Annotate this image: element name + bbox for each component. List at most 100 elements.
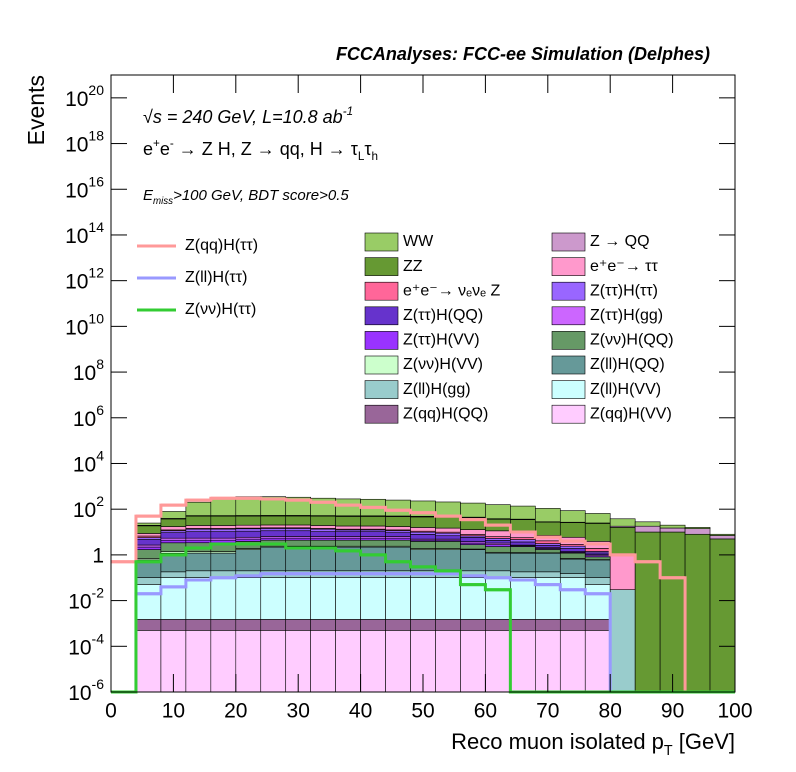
histogram-bin [310, 619, 336, 631]
histogram-bin [185, 539, 212, 544]
y-tick-label: 104 [73, 447, 104, 476]
histogram-bin [310, 630, 336, 693]
histogram-bin [360, 537, 386, 541]
histogram-bin [584, 559, 611, 578]
histogram-bin [260, 619, 287, 631]
histogram-bin [559, 573, 586, 578]
histogram-bin [485, 546, 511, 553]
y-tick-label: 102 [73, 493, 104, 522]
annotation-part: e [143, 139, 153, 159]
histogram-bin [460, 537, 486, 542]
annotation-part: E [143, 187, 154, 204]
legend-label: Z(ττ)H(gg) [590, 307, 663, 324]
y-tick-base: 10 [65, 225, 88, 248]
histogram-bin [185, 528, 212, 532]
x-tick-label: 60 [474, 700, 497, 723]
histogram-bin [435, 630, 461, 693]
histogram-bin [535, 619, 561, 631]
histogram-bin [709, 533, 736, 536]
histogram-bin [559, 619, 586, 631]
histogram-bin [435, 541, 461, 549]
y-tick-exponent: 4 [96, 447, 104, 463]
histogram-bin [485, 630, 511, 693]
histogram-bin [385, 630, 411, 693]
legend-swatch [364, 281, 399, 301]
histogram-bin [485, 619, 511, 631]
histogram-bin [235, 619, 262, 631]
histogram-bin [435, 619, 461, 631]
histogram-bin [485, 552, 511, 572]
y-tick-label: 1020 [65, 82, 104, 111]
histogram-bin [410, 527, 436, 532]
y-tick-base: 10 [68, 590, 91, 613]
y-tick-exponent: 6 [96, 401, 104, 417]
histogram-bin [360, 577, 386, 620]
histogram-bin [210, 531, 237, 539]
histogram-bin [285, 537, 311, 541]
histogram-bin [385, 546, 411, 572]
y-tick-base: 10 [73, 453, 96, 476]
histogram-bin [385, 537, 411, 541]
y-tick-exponent: -4 [92, 630, 105, 646]
histogram-bin [510, 571, 536, 578]
y-tick-base: 10 [65, 316, 88, 339]
histogram-bin [609, 589, 636, 693]
histogram-bin [185, 515, 212, 526]
x-axis-label-part: Reco muon isolated p [451, 729, 664, 754]
histogram-bin [185, 501, 212, 516]
y-tick-exponent: 10 [88, 310, 104, 326]
histogram-bin [310, 539, 336, 547]
histogram-bin [360, 539, 386, 547]
y-tick-label: 1014 [65, 219, 104, 248]
histogram-bin [485, 538, 511, 541]
histogram-bin [185, 537, 212, 541]
histogram-bin [584, 513, 611, 524]
histogram-bin [310, 515, 336, 526]
histogram-bin [584, 630, 611, 693]
histogram-bin [510, 630, 536, 693]
histogram-bin [235, 577, 262, 620]
histogram-bin [435, 535, 461, 540]
y-tick-base: 10 [73, 499, 96, 522]
legend-label: Z(qq)H(VV) [590, 405, 672, 422]
y-tick-base: 10 [68, 636, 91, 659]
histogram-bin [435, 577, 461, 620]
y-tick-label: 106 [73, 401, 104, 430]
y-tick-label: 108 [73, 356, 104, 385]
histogram-bin [435, 527, 461, 533]
histogram-bin [285, 528, 311, 532]
histogram-bin [135, 525, 162, 534]
y-tick-label: 1016 [65, 173, 104, 202]
histogram-bin [634, 531, 661, 693]
x-tick-label: 10 [162, 700, 185, 723]
y-tick-label: 10-2 [68, 584, 104, 613]
histogram-bin [360, 531, 386, 537]
histogram-bin [510, 619, 536, 631]
histogram-bin [410, 541, 436, 549]
histogram-bin [310, 577, 336, 620]
histogram-bin [385, 526, 411, 531]
histogram-bin [335, 498, 361, 517]
histogram-bin [559, 510, 586, 523]
histogram-bin [335, 525, 361, 530]
histogram-bin [310, 531, 336, 537]
histogram-bin [310, 537, 336, 541]
histogram-bin [634, 521, 661, 527]
histogram-bin [609, 518, 636, 527]
histogram-bin [485, 540, 511, 544]
x-tick-label: 0 [105, 700, 117, 723]
histogram-bin [260, 530, 287, 537]
histogram-bin [510, 577, 536, 620]
histogram-bin [485, 530, 511, 537]
histogram-bin [235, 515, 262, 526]
y-tick-exponent: 16 [88, 173, 104, 189]
annotation-part: → Z H, Z → qq, H → τ [174, 139, 358, 159]
histogram-bin [235, 630, 262, 693]
legend-label: Z(ττ)H(QQ) [403, 307, 483, 324]
histogram-bin [535, 508, 561, 523]
annotation-part: + [153, 137, 160, 150]
annotation-part: e [160, 139, 170, 159]
histogram-bin [185, 630, 212, 693]
histogram-bin [235, 530, 262, 538]
